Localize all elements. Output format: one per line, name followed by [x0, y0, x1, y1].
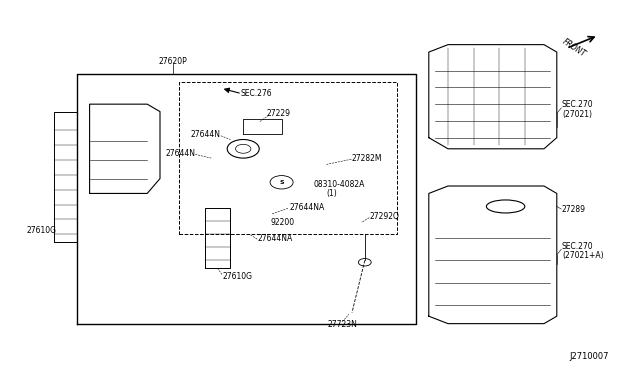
Text: SEC.270: SEC.270: [562, 242, 593, 251]
Text: 08310-4082A: 08310-4082A: [314, 180, 365, 189]
Text: 27610G: 27610G: [223, 272, 253, 280]
Text: 27723N: 27723N: [328, 320, 357, 329]
Text: 27644NA: 27644NA: [258, 234, 293, 243]
Text: (1): (1): [326, 189, 337, 198]
Text: J2710007: J2710007: [569, 352, 609, 361]
Text: S: S: [279, 180, 284, 185]
Text: 27644N: 27644N: [191, 130, 221, 139]
Text: 27282M: 27282M: [352, 154, 383, 163]
Text: 27644NA: 27644NA: [289, 203, 324, 212]
Text: FRONT: FRONT: [561, 37, 588, 58]
Text: SEC.276: SEC.276: [240, 89, 272, 98]
Text: SEC.270: SEC.270: [562, 100, 593, 109]
Text: 27644N: 27644N: [165, 149, 195, 158]
Text: 27292Q: 27292Q: [370, 212, 400, 221]
Text: 92200: 92200: [271, 218, 295, 227]
Text: (27021+A): (27021+A): [562, 251, 604, 260]
Text: 27289: 27289: [562, 205, 586, 214]
Text: (27021): (27021): [562, 110, 592, 119]
Text: 27229: 27229: [266, 109, 291, 118]
Text: 27620P: 27620P: [159, 57, 187, 66]
Text: 27610G: 27610G: [27, 226, 56, 235]
